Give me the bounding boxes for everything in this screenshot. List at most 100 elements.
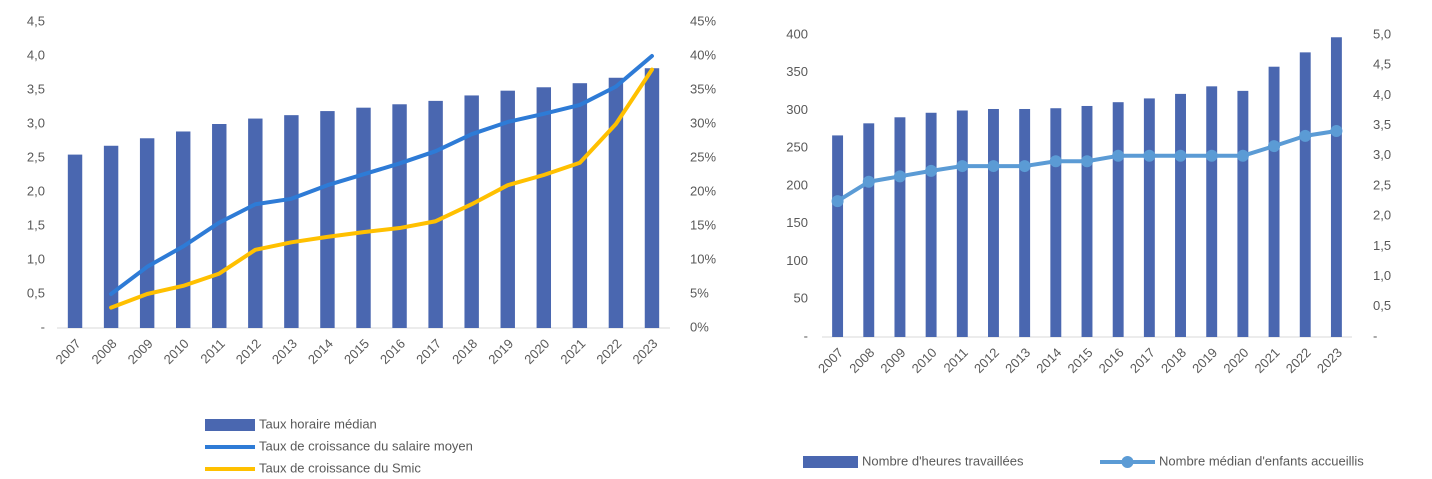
y-tick-label: 250 xyxy=(786,140,808,155)
x-tick-label: 2011 xyxy=(197,336,227,366)
marker xyxy=(1049,155,1062,168)
x-tick-label: 2022 xyxy=(593,336,624,367)
x-tick-label: 2010 xyxy=(161,336,192,367)
y-tick-label: 200 xyxy=(786,177,808,192)
y-tick-label: 10% xyxy=(690,251,716,266)
bar xyxy=(988,108,999,338)
y-tick-label: 50 xyxy=(794,291,808,306)
y-tick-label: 3,0 xyxy=(27,115,45,130)
x-tick-label: 2012 xyxy=(233,336,264,367)
y-tick-label: 4,0 xyxy=(1373,87,1391,102)
bar xyxy=(608,77,624,328)
x-tick-label: 2020 xyxy=(1220,345,1251,376)
bar xyxy=(536,87,552,328)
x-tick-label: 2009 xyxy=(125,336,156,367)
y-tick-label: 35% xyxy=(690,81,716,96)
y-tick-label: 3,5 xyxy=(1373,117,1391,132)
bar xyxy=(284,115,299,328)
y-tick-label: 0% xyxy=(690,319,709,334)
marker xyxy=(1299,129,1312,142)
bar xyxy=(1112,102,1124,337)
y-tick-label: 20% xyxy=(690,183,716,198)
bar xyxy=(139,138,155,328)
y-tick-label: 5% xyxy=(690,285,709,300)
legend-label: Nombre médian d'enfants accueillis xyxy=(1159,453,1364,468)
bar xyxy=(1019,108,1031,338)
x-tick-label: 2016 xyxy=(377,336,408,367)
bar xyxy=(1050,108,1062,337)
marker xyxy=(1205,149,1218,162)
x-tick-label: 2015 xyxy=(341,336,372,367)
y-tick-label: 150 xyxy=(786,215,808,230)
marker xyxy=(1268,140,1281,153)
bar xyxy=(320,111,335,328)
y-tick-label: - xyxy=(1373,328,1377,343)
marker xyxy=(925,164,938,177)
bar xyxy=(392,104,407,328)
marker xyxy=(831,195,844,208)
y-tick-label: 4,0 xyxy=(27,47,45,62)
y-tick-label: 4,5 xyxy=(27,13,45,28)
bar xyxy=(1237,90,1249,338)
bar xyxy=(1206,86,1218,337)
bar xyxy=(894,117,906,337)
bar xyxy=(428,100,443,328)
y-tick-label: 1,0 xyxy=(27,251,45,266)
bar xyxy=(1175,93,1186,337)
y-tick-label: 2,0 xyxy=(1373,208,1391,223)
y-tick-label: 0,5 xyxy=(1373,298,1391,313)
legend-swatch xyxy=(803,456,858,468)
marker xyxy=(1174,149,1187,162)
x-tick-label: 2019 xyxy=(485,336,516,367)
legend-label: Taux de croissance du Smic xyxy=(259,460,421,475)
x-tick-label: 2015 xyxy=(1064,345,1095,376)
y-tick-label: 300 xyxy=(786,102,808,117)
bar xyxy=(175,131,191,328)
bar xyxy=(863,123,875,338)
bar xyxy=(1143,98,1155,337)
x-tick-label: 2023 xyxy=(1314,345,1345,376)
legend-label: Taux horaire médian xyxy=(259,416,377,431)
y-tick-label: 25% xyxy=(690,149,716,164)
x-tick-label: 2021 xyxy=(1252,345,1283,376)
y-tick-label: 3,5 xyxy=(27,81,45,96)
x-tick-label: 2021 xyxy=(557,336,588,367)
marker xyxy=(1018,160,1031,173)
x-tick-label: 2012 xyxy=(971,345,1002,376)
y-tick-label: 100 xyxy=(786,253,808,268)
y-tick-label: 4,5 xyxy=(1373,57,1391,72)
y-tick-label: 350 xyxy=(786,64,808,79)
marker xyxy=(956,160,969,173)
y-tick-label: - xyxy=(41,319,45,334)
line xyxy=(109,67,654,310)
bar xyxy=(67,154,83,328)
bar xyxy=(832,135,844,337)
y-tick-label: 400 xyxy=(786,26,808,41)
y-tick-label: - xyxy=(804,328,808,343)
marker xyxy=(1143,149,1156,162)
marker xyxy=(862,175,875,188)
x-tick-label: 2022 xyxy=(1283,345,1314,376)
y-tick-label: 3,0 xyxy=(1373,147,1391,162)
y-tick-label: 0,5 xyxy=(27,285,45,300)
line xyxy=(109,54,654,296)
y-tick-label: 1,5 xyxy=(27,217,45,232)
bar xyxy=(1299,52,1311,338)
x-tick-label: 2010 xyxy=(909,345,940,376)
legend-label: Taux de croissance du salaire moyen xyxy=(259,438,473,453)
x-tick-label: 2018 xyxy=(1158,345,1189,376)
x-tick-label: 2020 xyxy=(521,336,552,367)
x-tick-label: 2023 xyxy=(629,336,660,367)
marker xyxy=(1236,149,1249,162)
y-tick-label: 5,0 xyxy=(1373,26,1391,41)
x-tick-label: 2013 xyxy=(1002,345,1033,376)
legend-marker xyxy=(1121,456,1134,468)
bar xyxy=(464,95,479,328)
bar xyxy=(500,90,515,329)
marker xyxy=(893,170,906,183)
y-tick-label: 45% xyxy=(690,13,716,28)
x-tick-label: 2014 xyxy=(1033,345,1064,376)
bar xyxy=(1330,37,1342,337)
x-tick-label: 2019 xyxy=(1189,345,1220,376)
bar xyxy=(572,83,588,328)
